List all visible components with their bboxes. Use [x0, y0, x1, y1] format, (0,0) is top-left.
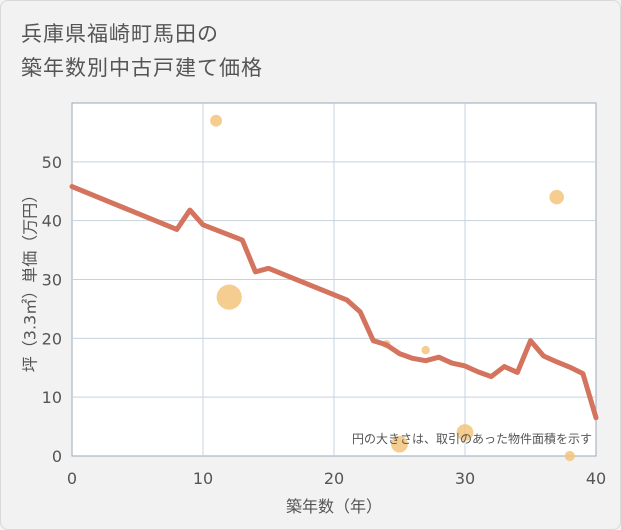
bubble-7	[549, 189, 564, 205]
axis-ticks: 0 10 20 30 40 50 0 10 20 30 40	[42, 153, 607, 488]
grid-lines	[72, 103, 596, 456]
x-axis-label: 築年数（年）	[286, 497, 382, 516]
y-tick-label-10: 10	[42, 388, 62, 407]
y-tick-label-20: 20	[42, 329, 62, 348]
chart-title-line-2: 築年数別中古戸建て価格	[21, 56, 263, 80]
x-tick-label-10: 10	[193, 469, 213, 488]
bubble-1	[210, 114, 223, 127]
trend-line	[69, 184, 599, 421]
bubble-8	[564, 450, 575, 462]
y-tick-label-0: 0	[52, 447, 62, 466]
y-tick-label-40: 40	[42, 212, 62, 231]
x-tick-label-40: 40	[586, 469, 606, 488]
y-tick-label-50: 50	[42, 153, 62, 172]
chart-title: 兵庫県福崎町馬田の 築年数別中古戸建て価格	[21, 17, 263, 85]
bubble-4	[391, 435, 408, 453]
bubble-size-note: 円の大きさは、取引のあった物件面積を示す	[352, 431, 592, 446]
chart-title-line-1: 兵庫県福崎町馬田の	[21, 22, 219, 46]
bubble-5	[421, 345, 430, 355]
x-tick-label-30: 30	[455, 469, 475, 488]
x-tick-label-20: 20	[324, 469, 344, 488]
y-tick-label-30: 30	[42, 271, 62, 290]
x-tick-label-0: 0	[67, 469, 77, 488]
y-axis-label: 坪（3.3㎡）単価（万円）	[21, 187, 40, 372]
bubble-series	[210, 114, 575, 462]
bubble-2	[216, 284, 242, 310]
bubble-6	[456, 424, 474, 441]
